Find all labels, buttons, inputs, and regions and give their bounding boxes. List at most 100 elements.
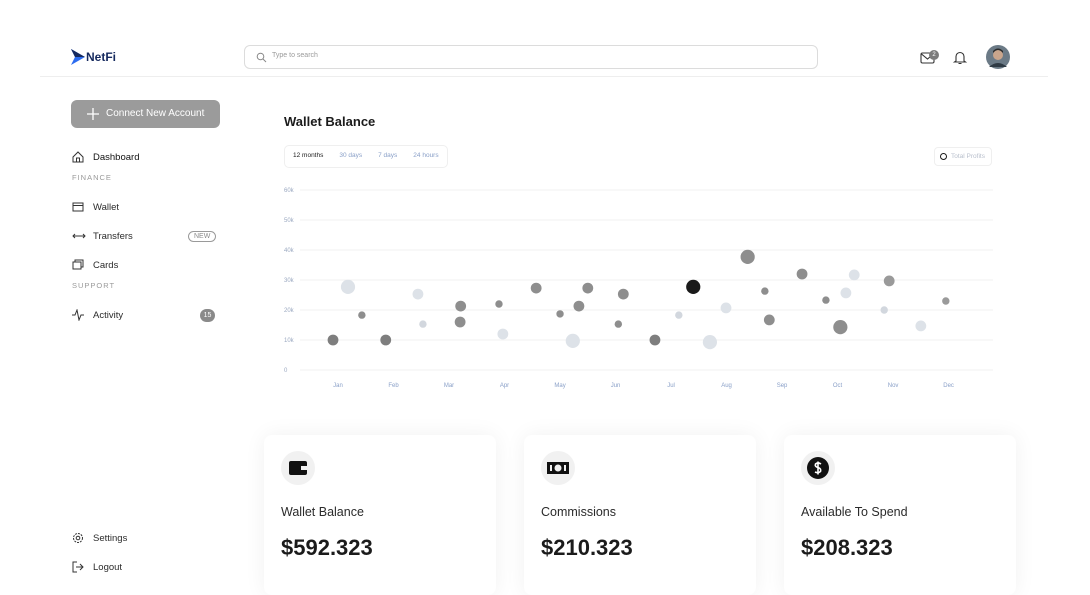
- data-point: [686, 279, 701, 294]
- x-tick-label: Jan: [333, 383, 343, 389]
- x-tick-label: Aug: [721, 383, 732, 389]
- y-tick-label: 10k: [284, 338, 295, 344]
- data-point: [740, 249, 755, 264]
- data-point: [530, 282, 542, 294]
- mail-badge: 2: [929, 50, 939, 60]
- data-point: [454, 316, 466, 328]
- data-point: [848, 269, 860, 281]
- card-amount: $592.323: [281, 535, 373, 560]
- y-tick-label: 0: [284, 368, 288, 374]
- nav-item[interactable]: Dashboard: [93, 152, 140, 163]
- data-point: [340, 279, 356, 294]
- data-point: [495, 300, 503, 308]
- card-icon: [281, 451, 315, 485]
- wallet-icon: [72, 202, 84, 212]
- nav-item[interactable]: Cards: [93, 260, 119, 271]
- search-icon: [256, 52, 267, 63]
- data-point: [796, 268, 808, 280]
- legend[interactable]: Total Profits: [934, 147, 992, 166]
- card-amount: $208.323: [801, 535, 893, 560]
- card-label: Wallet Balance: [281, 505, 364, 519]
- y-tick-label: 40k: [284, 248, 295, 254]
- connect-button[interactable]: Connect New Account: [71, 100, 220, 128]
- transfer-icon: [72, 233, 86, 239]
- legend-label: Total Profits: [951, 153, 985, 160]
- search-placeholder: Type to search: [272, 52, 318, 59]
- data-point: [833, 320, 848, 335]
- nav-item[interactable]: Transfers: [93, 231, 133, 242]
- data-point: [761, 287, 769, 295]
- data-point: [675, 311, 683, 319]
- chart-title: Wallet Balance: [284, 114, 376, 129]
- logout-icon: [72, 561, 84, 573]
- data-point: [573, 300, 585, 312]
- section-title: FINANCE: [72, 173, 112, 182]
- y-tick-label: 20k: [284, 308, 295, 314]
- range-tabs: 12 months 30 days 7 days 24 hours: [284, 145, 448, 168]
- data-point: [358, 311, 366, 319]
- x-tick-label: Oct: [833, 383, 843, 389]
- x-tick-label: Jun: [611, 383, 621, 389]
- data-point: [883, 275, 895, 287]
- x-tick-label: Nov: [888, 383, 899, 389]
- card-label: Available To Spend: [801, 505, 908, 519]
- logo[interactable]: NetFi: [86, 50, 116, 64]
- data-point: [649, 334, 661, 346]
- stat-card: Wallet Balance $592.323: [264, 435, 496, 595]
- data-point: [617, 288, 629, 300]
- range-tab[interactable]: 24 hours: [413, 152, 439, 159]
- new-badge: NEW: [188, 231, 217, 242]
- x-tick-label: Mar: [444, 383, 454, 389]
- legend-marker: [940, 153, 947, 160]
- plus-icon: [87, 108, 99, 120]
- data-point: [915, 320, 927, 332]
- data-point: [763, 314, 775, 326]
- y-tick-label: 50k: [284, 218, 295, 224]
- home-icon: [72, 151, 84, 163]
- activity-icon: [72, 309, 84, 321]
- nav-item[interactable]: Settings: [93, 533, 128, 544]
- data-point: [556, 310, 564, 318]
- search-box[interactable]: Type to search: [244, 45, 818, 69]
- data-point: [565, 333, 580, 348]
- button-label: Connect New Account: [106, 108, 205, 119]
- x-tick-label: Jul: [667, 383, 675, 389]
- range-tab[interactable]: 12 months: [293, 152, 324, 159]
- scatter-chart: 0 10k 20k 30k 40k 50k 60k Jan Feb Mar Apr May Jun Jul…: [284, 188, 993, 389]
- data-point: [412, 288, 424, 300]
- x-tick-label: Feb: [388, 383, 399, 389]
- data-point: [497, 328, 509, 340]
- data-point: [840, 287, 852, 299]
- cash-glyph: [547, 462, 569, 474]
- x-tick-label: May: [554, 383, 565, 389]
- card-amount: $210.323: [541, 535, 633, 560]
- range-tab[interactable]: 7 days: [378, 152, 398, 159]
- x-tick-label: Apr: [500, 383, 509, 389]
- x-tick-label: Dec: [943, 383, 954, 389]
- data-point: [419, 320, 427, 328]
- data-point: [614, 320, 623, 328]
- stat-card: Commissions $210.323: [524, 435, 756, 595]
- stat-card: Available To Spend $208.323: [784, 435, 1016, 595]
- x-tick-label: Sep: [777, 383, 788, 389]
- data-point: [582, 282, 594, 294]
- data-point: [455, 300, 467, 312]
- count-badge: 15: [200, 309, 215, 322]
- avatar[interactable]: [986, 45, 1010, 69]
- data-point: [942, 297, 950, 305]
- card-icon: [541, 451, 575, 485]
- logo-mark: [71, 49, 85, 65]
- cards-icon: [72, 259, 84, 270]
- nav-item[interactable]: Wallet: [93, 202, 120, 213]
- section-title: SUPPORT: [72, 281, 116, 290]
- data-point: [380, 334, 392, 346]
- settings-icon: [73, 533, 83, 543]
- y-tick-label: 60k: [284, 188, 295, 194]
- nav-item[interactable]: Activity: [93, 310, 124, 321]
- range-tab[interactable]: 30 days: [339, 152, 363, 159]
- nav-item[interactable]: Logout: [93, 562, 123, 573]
- data-point: [720, 302, 732, 314]
- wallet-glyph: [289, 461, 307, 475]
- bell-icon[interactable]: [953, 50, 967, 65]
